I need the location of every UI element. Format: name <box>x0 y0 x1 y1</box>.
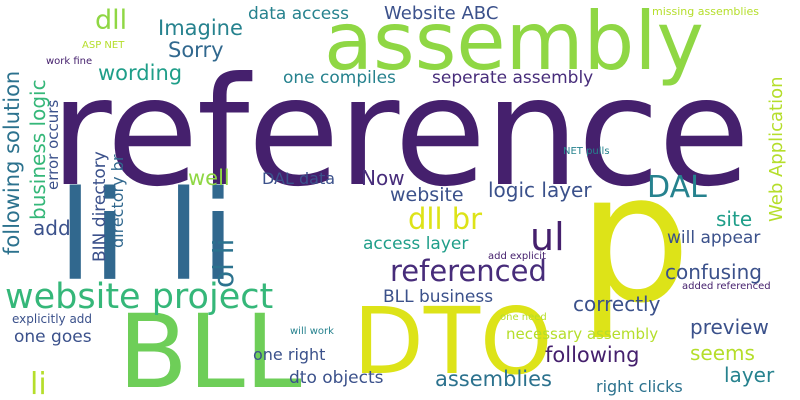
word-Sorry: Sorry <box>168 38 224 62</box>
word-will-work: will work <box>290 326 334 337</box>
word-dto-objects: dto objects <box>289 368 384 388</box>
word-ol-li: ol li <box>207 238 240 288</box>
word-missing-assemblies: missing assemblies <box>652 5 760 18</box>
word-ASP-NET: ASP NET <box>82 40 125 51</box>
word-NET-pulls: NET pulls <box>563 146 610 157</box>
word-Now: Now <box>361 166 405 190</box>
word-assemblies: assemblies <box>435 367 552 391</box>
word-dll-br: dll br <box>408 202 483 236</box>
word-access-layer: access layer <box>363 234 469 254</box>
word-seems: seems <box>690 341 755 365</box>
word-one-need: one need <box>500 312 547 323</box>
word-BLL-business: BLL business <box>383 287 494 307</box>
word-site: site <box>716 207 753 231</box>
word-confusing: confusing <box>665 260 762 284</box>
word-necessary-assembly: necessary assembly <box>506 325 659 343</box>
word-BLL: BLL <box>118 293 302 400</box>
word-Web-Application: Web Application <box>766 76 787 222</box>
word-one-compiles: one compiles <box>283 68 396 88</box>
word-p: p <box>578 135 691 342</box>
word-correctly: correctly <box>573 292 661 316</box>
word-DAL-data: DAL data <box>262 169 336 188</box>
word-following: following <box>545 343 640 367</box>
word-DAL: DAL <box>647 170 707 205</box>
word-added-referenced: added referenced <box>682 281 771 292</box>
word-well: well <box>188 166 230 190</box>
word-one-goes: one goes <box>14 327 92 347</box>
word-website-project: website project <box>5 277 274 317</box>
word-following-solution: following solution <box>0 70 24 255</box>
word-reference: reference <box>50 46 750 220</box>
word-explicitly-add: explicitly add <box>12 312 93 326</box>
word-one-right: one right <box>253 345 326 364</box>
word-data-access: data access <box>248 4 349 24</box>
word-li-li: li li <box>58 165 236 309</box>
word-dll: dll <box>95 5 128 36</box>
word-ul: ul <box>530 215 565 259</box>
word-add-explicit: add explicit <box>488 251 546 262</box>
word-layer: layer <box>724 363 775 387</box>
word-will-appear: will appear <box>667 228 761 248</box>
word-business-logic: business logic <box>26 79 50 220</box>
word-preview: preview <box>690 315 769 339</box>
word-DTO: DTO <box>353 288 553 395</box>
word-add: add <box>33 216 71 240</box>
word-work-fine: work fine <box>46 56 93 67</box>
word-logic-layer: logic layer <box>488 178 592 202</box>
word-seperate-assembly: seperate assembly <box>432 68 594 88</box>
word-directory-br: directory br <box>108 154 127 248</box>
word-li: li <box>30 367 47 400</box>
word-referenced: referenced <box>390 254 547 288</box>
word-wording: wording <box>98 61 183 85</box>
word-website: website <box>390 184 464 206</box>
word-right-clicks: right clicks <box>596 377 683 396</box>
word-Imagine: Imagine <box>158 16 243 40</box>
word-assembly: assembly <box>324 0 704 88</box>
word-BIN-directory: BIN directory <box>90 151 110 262</box>
word-Website-ABC: Website ABC <box>384 3 499 24</box>
